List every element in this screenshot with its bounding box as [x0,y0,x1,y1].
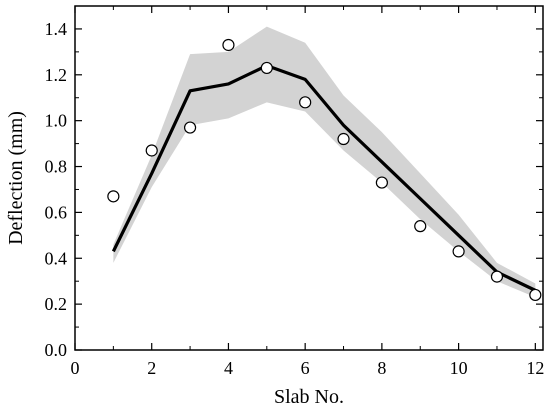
measured-point [299,96,312,109]
measured-point [337,132,350,146]
label-layer: 0 2 4 6 8 10 12 0.0 0.2 0.4 0.6 0.8 1.0 1.2 1.4 [45,19,545,378]
measured-point [222,38,235,52]
x-tick-label: 8 [377,358,386,378]
measured-point [452,245,465,258]
measured-point [183,121,197,134]
x-axis-title: Slab No. [274,386,344,408]
confidence-band [113,26,536,298]
x-tick-label: 2 [147,358,156,378]
measured-point [107,190,120,203]
band-layer [113,26,536,298]
measured-point [375,176,388,189]
measured-point [490,270,504,283]
marker-layer [107,38,542,302]
line-layer [111,64,537,292]
x-tick-label: 4 [224,358,233,378]
x-tick-label: 0 [71,358,80,378]
measured-point [414,220,427,233]
y-tick-label: 0.0 [45,340,68,360]
measured-point [145,144,158,157]
y-tick-label: 1.2 [45,65,68,85]
x-tick-label: 12 [526,358,544,378]
y-tick-label: 0.4 [45,248,68,268]
x-tick-label: 10 [450,358,468,378]
y-tick-label: 1.4 [45,19,68,39]
y-tick-label: 0.6 [45,202,68,222]
tick-layer [74,6,543,351]
model-line [111,64,537,292]
measured-point [529,288,542,302]
measured-point [260,61,273,75]
y-tick-label: 1.0 [45,111,68,131]
y-tick-label: 0.2 [45,294,68,314]
x-tick-label: 6 [301,358,310,378]
y-tick-label: 0.8 [45,157,68,177]
y-axis-title: Deflection (mm) [5,111,27,245]
plot-frame [74,5,544,351]
